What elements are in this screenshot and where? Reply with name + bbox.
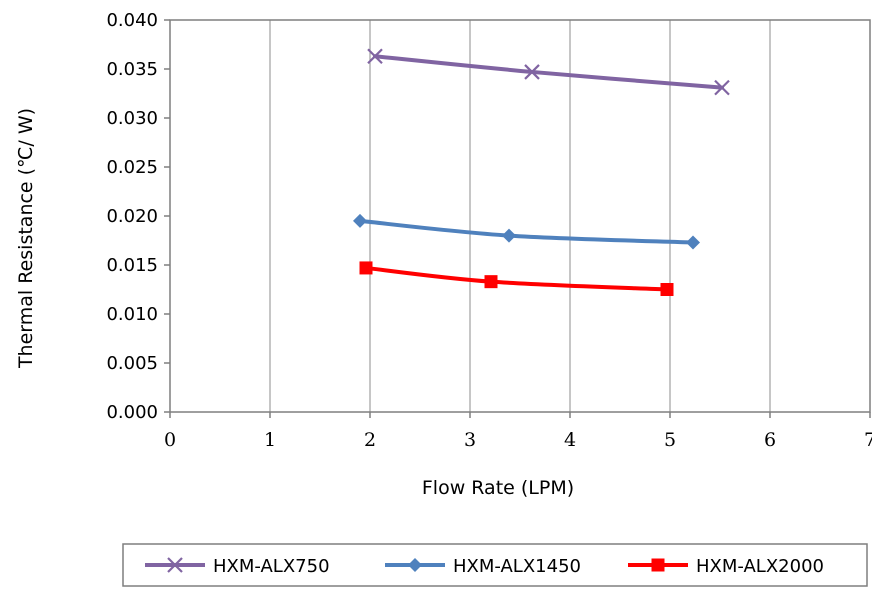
- data-point: [360, 261, 373, 274]
- y-tick-label: 0.030: [106, 108, 158, 129]
- series-2: [360, 261, 674, 296]
- x-tick-label: 0: [164, 429, 176, 451]
- x-tick-label: 4: [564, 429, 576, 451]
- grid-lines: [270, 20, 770, 412]
- x-tick-label: 7: [864, 429, 872, 451]
- y-axis-ticks: 0.000 0.005 0.010 0.015 0.020 0.025 0.030 0.035…: [106, 10, 170, 423]
- series-line: [360, 221, 693, 243]
- legend-label: HXM-ALX1450: [453, 556, 581, 577]
- data-point: [353, 214, 367, 228]
- x-tick-label: 2: [364, 429, 376, 451]
- legend: HXM-ALX750 HXM-ALX1450 HXM-ALX2000: [145, 556, 824, 577]
- data-point: [485, 275, 498, 288]
- data-point: [661, 283, 674, 296]
- x-tick-label: 6: [764, 429, 776, 451]
- data-point: [502, 229, 516, 243]
- series-group: [353, 49, 729, 296]
- plot-area-border: [170, 20, 870, 412]
- x-tick-label: 1: [264, 429, 276, 451]
- x-tick-label: 3: [464, 429, 476, 451]
- y-tick-label: 0.005: [106, 353, 158, 374]
- series-line: [366, 268, 667, 290]
- series-0: [368, 49, 729, 94]
- x-axis-ticks: 0 1 2 3 4 5 6 7: [164, 412, 872, 451]
- legend-label: HXM-ALX2000: [696, 556, 824, 577]
- y-tick-label: 0.015: [106, 255, 158, 276]
- y-tick-label: 0.020: [106, 206, 158, 227]
- x-axis-title: Flow Rate (LPM): [422, 477, 574, 499]
- y-tick-label: 0.040: [106, 10, 158, 31]
- legend-label: HXM-ALX750: [213, 556, 330, 577]
- x-tick-label: 5: [664, 429, 676, 451]
- y-tick-label: 0.010: [106, 304, 158, 325]
- y-tick-label: 0.000: [106, 402, 158, 423]
- y-axis-title: Thermal Resistance (℃/ W): [15, 108, 37, 369]
- y-tick-label: 0.035: [106, 59, 158, 80]
- legend-marker: [652, 559, 665, 572]
- series-1: [353, 214, 700, 250]
- y-tick-label: 0.025: [106, 157, 158, 178]
- data-point: [686, 235, 700, 249]
